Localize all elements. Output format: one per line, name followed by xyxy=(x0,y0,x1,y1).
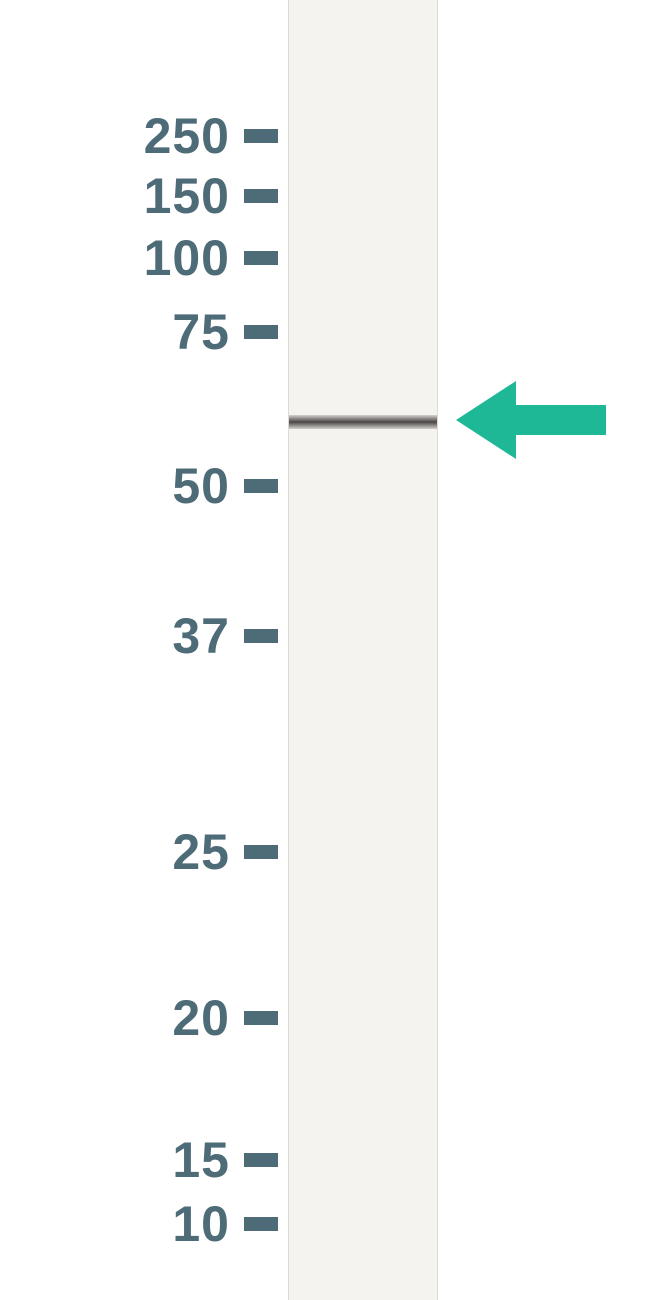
ladder-marker: 15 xyxy=(0,1135,278,1185)
ladder-label: 10 xyxy=(0,1195,230,1253)
ladder-label: 250 xyxy=(0,107,230,165)
ladder-tick xyxy=(244,1011,278,1025)
protein-band xyxy=(289,415,437,429)
ladder-label: 100 xyxy=(0,229,230,287)
ladder-label: 50 xyxy=(0,457,230,515)
ladder-marker: 20 xyxy=(0,993,278,1043)
ladder-marker: 150 xyxy=(0,171,278,221)
ladder-label: 75 xyxy=(0,303,230,361)
ladder-tick xyxy=(244,129,278,143)
ladder-tick xyxy=(244,251,278,265)
ladder-label: 150 xyxy=(0,167,230,225)
ladder-marker: 37 xyxy=(0,611,278,661)
ladder-label: 37 xyxy=(0,607,230,665)
ladder-tick xyxy=(244,479,278,493)
gel-lane xyxy=(288,0,438,1300)
ladder-marker: 25 xyxy=(0,827,278,877)
ladder-tick xyxy=(244,189,278,203)
ladder-tick xyxy=(244,629,278,643)
ladder-tick xyxy=(244,845,278,859)
ladder-label: 20 xyxy=(0,989,230,1047)
band-indicator-arrow xyxy=(456,381,606,459)
ladder-marker: 250 xyxy=(0,111,278,161)
ladder-marker: 100 xyxy=(0,233,278,283)
ladder-marker: 50 xyxy=(0,461,278,511)
ladder-label: 25 xyxy=(0,823,230,881)
ladder-tick xyxy=(244,325,278,339)
ladder-label: 15 xyxy=(0,1131,230,1189)
western-blot: 25015010075503725201510 xyxy=(0,0,650,1300)
ladder-tick xyxy=(244,1153,278,1167)
ladder-marker: 75 xyxy=(0,307,278,357)
ladder-marker: 10 xyxy=(0,1199,278,1249)
ladder-tick xyxy=(244,1217,278,1231)
